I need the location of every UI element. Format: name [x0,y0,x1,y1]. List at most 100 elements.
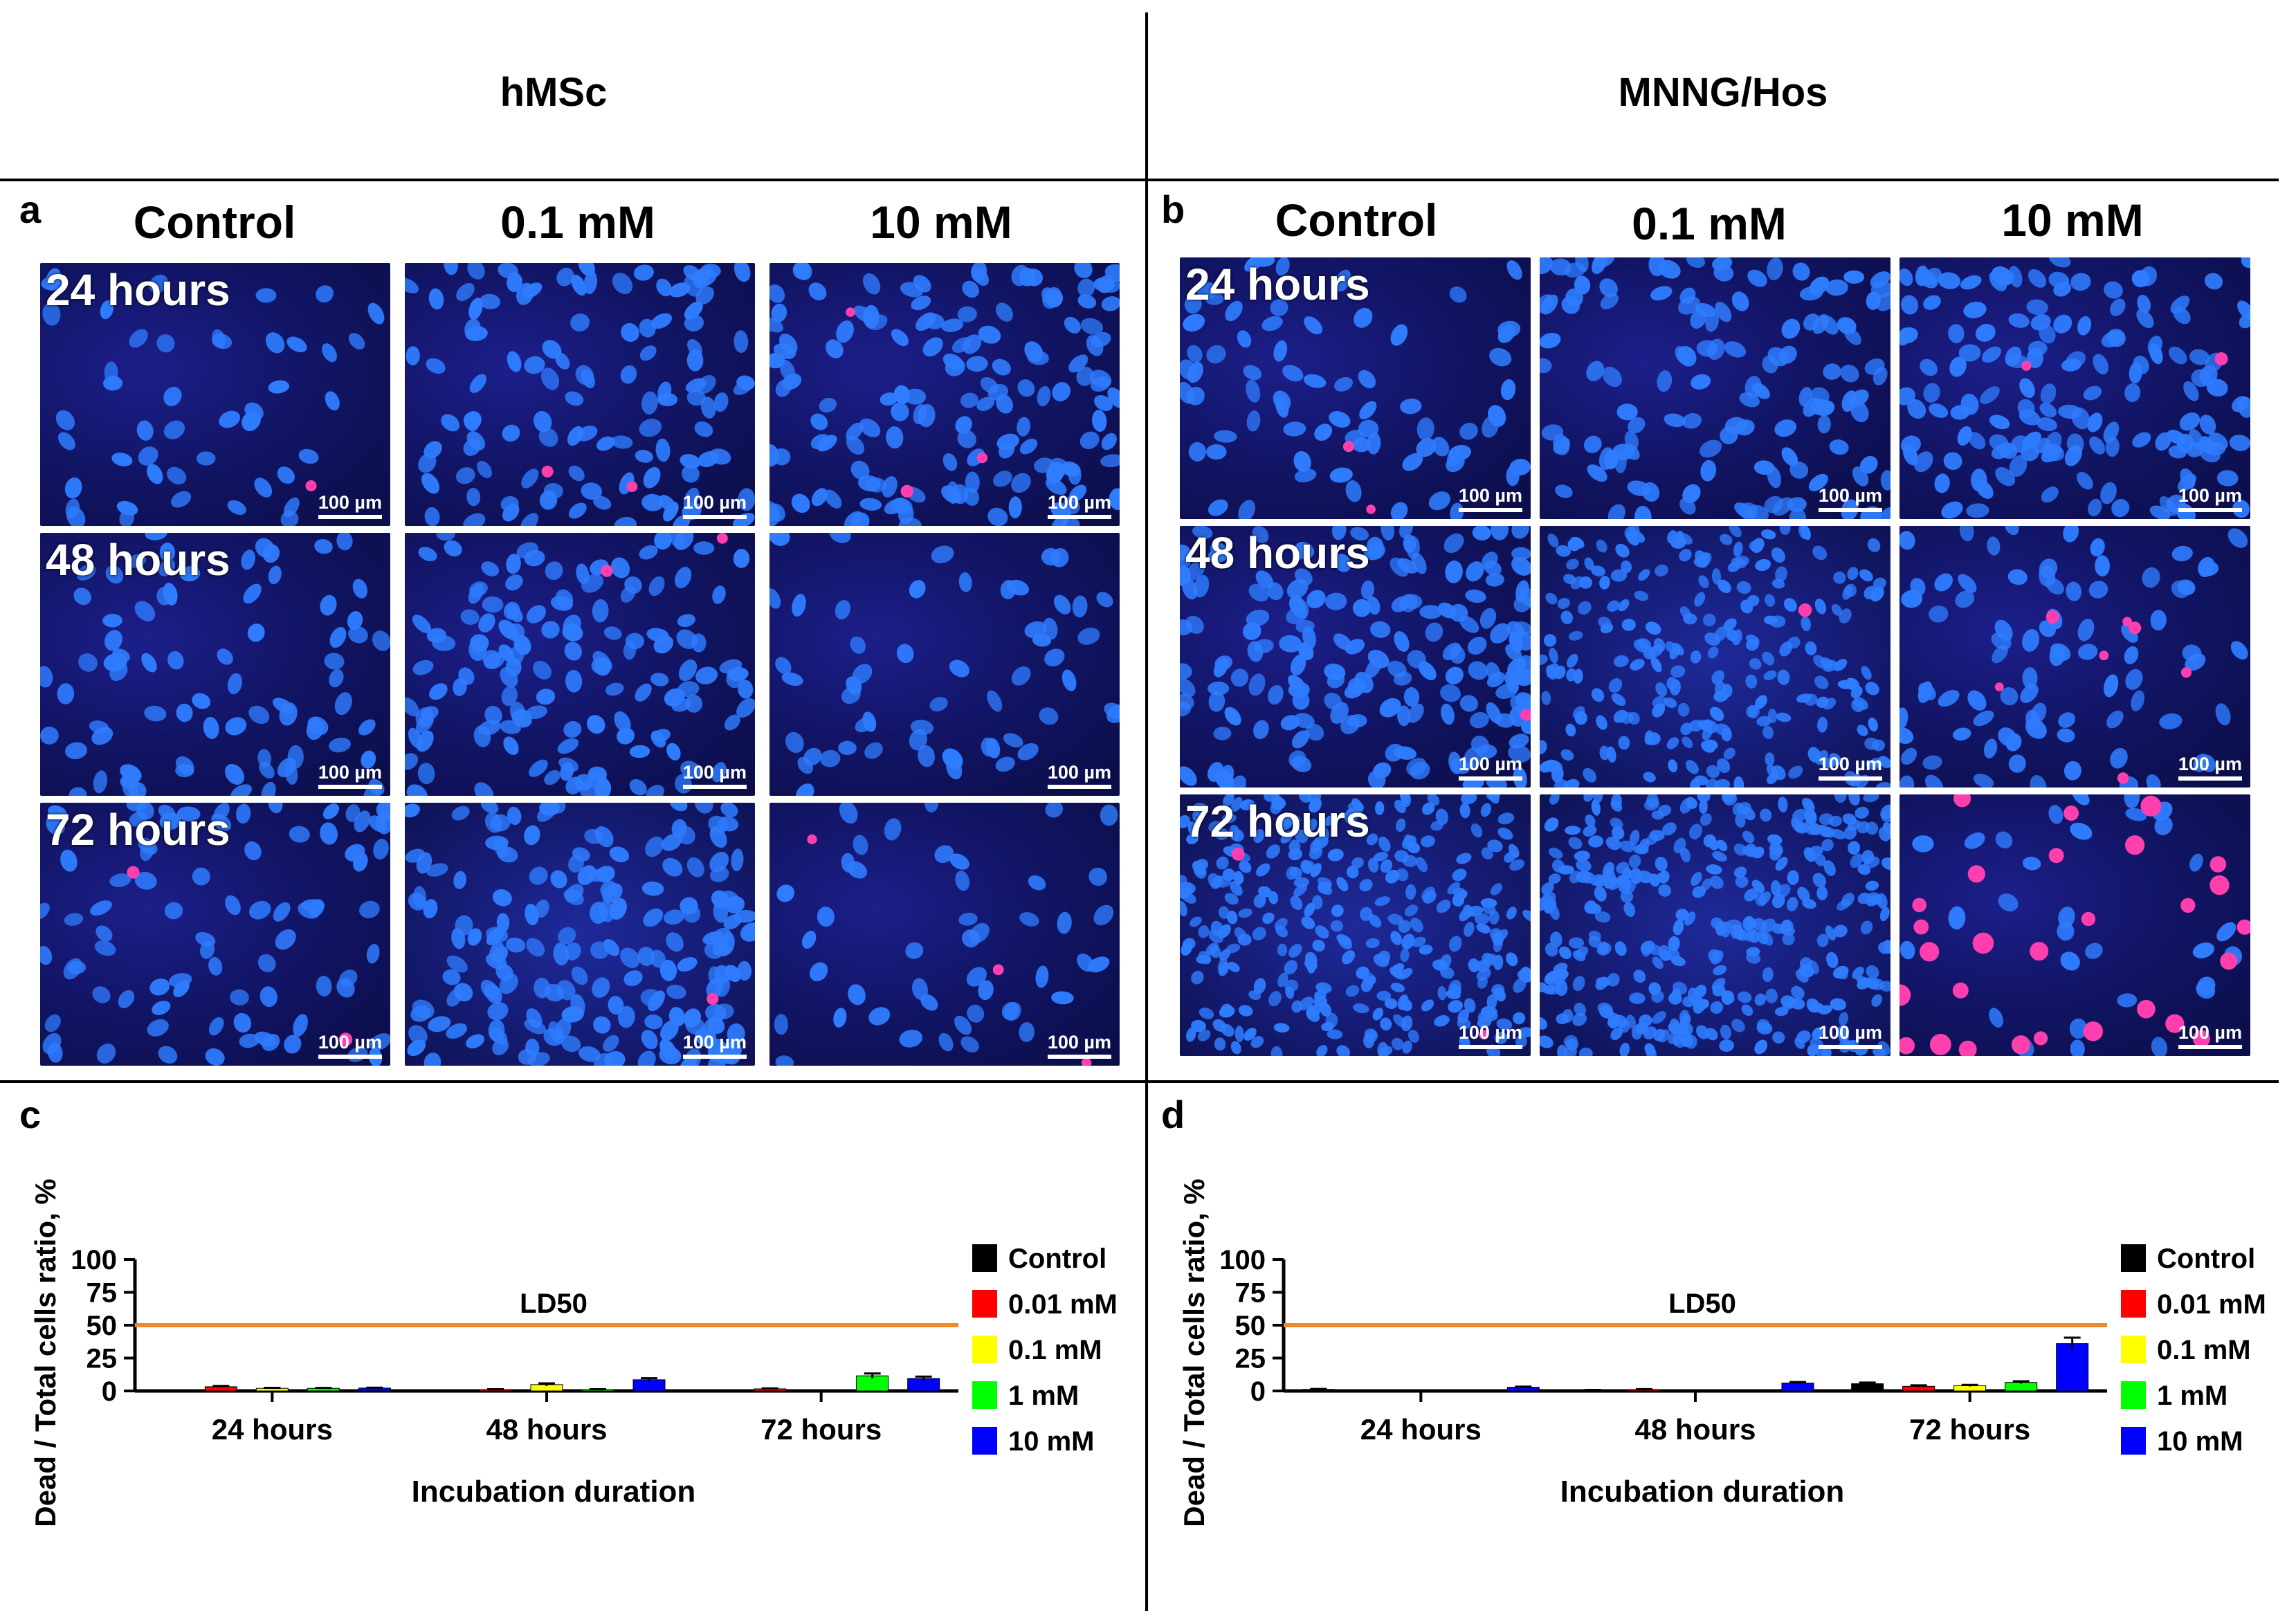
col-head-b-10mm: 10 mM [2001,194,2144,246]
nucleus [1436,900,1451,913]
nucleus [1859,569,1873,582]
nucleus [1832,965,1849,979]
nucleus [268,803,283,814]
nucleus [913,275,931,293]
nucleus [405,753,418,770]
nucleus [1092,410,1107,433]
nucleus [1615,543,1630,558]
nucleus [1857,725,1868,736]
nucleus [644,1014,663,1030]
legend-swatch [972,1427,997,1455]
nucleus [1618,599,1630,612]
nucleus [785,731,804,754]
nucleus [1846,677,1858,691]
nucleus [1291,730,1310,749]
nucleus [1620,890,1634,903]
nucleus [1406,758,1427,776]
nucleus [923,313,945,329]
nucleus [1450,758,1470,774]
header-mnng-hos: MNNG/Hos [1618,70,1828,115]
nucleus [1273,340,1288,362]
nucleus [1746,704,1758,718]
nucleus [1481,847,1493,860]
nucleus [1341,950,1356,965]
nucleus [1761,529,1776,540]
nucleus [484,652,505,670]
nucleus [1653,638,1666,652]
nucleus [981,737,996,757]
nucleus [650,673,669,686]
legend-label: 10 mM [1008,1426,1095,1457]
nucleus [924,803,939,813]
nucleus [1093,904,1114,926]
nucleus [156,586,173,606]
nucleus [1899,940,1915,960]
nucleus [1041,287,1057,306]
nucleus [1691,374,1711,390]
nucleus [1411,936,1426,947]
micro-a-72h-10mm: 100 µm [769,803,1120,1066]
nucleus [1878,826,1890,841]
nucleus [1544,817,1559,832]
nucleus [1378,950,1391,963]
nucleus [859,498,882,511]
nucleus [268,380,290,394]
nucleus [1864,585,1877,600]
nucleus [775,657,792,675]
nucleus [653,635,674,654]
nucleus [605,682,624,696]
nucleus [1569,536,1585,549]
legend-swatch [2121,1244,2146,1272]
nucleus [648,576,665,597]
nucleus [1325,592,1347,610]
bar-10-mm [907,1378,940,1392]
nucleus [829,533,851,543]
nucleus [1705,778,1718,788]
nucleus [1504,851,1516,863]
nucleus [1447,882,1461,895]
dead-cell [846,307,855,317]
dead-cell [2220,952,2238,970]
nucleus [1291,756,1312,772]
dead-cell [2140,795,2162,817]
nucleus [1293,713,1315,729]
nucleus [140,839,155,862]
nucleus [1019,912,1039,927]
nucleus [1396,868,1409,882]
nucleus [1771,579,1785,589]
nucleus [1955,590,1975,608]
nucleus [1628,854,1641,868]
nucleus [501,686,518,707]
nucleus [2057,922,2075,941]
nucleus [1331,904,1344,917]
micro-a-24h-01mm: 100 µm [405,263,755,526]
nucleus [1300,859,1313,875]
nucleus [637,1050,656,1066]
nucleus [1995,831,2013,849]
nucleus [1511,556,1531,576]
nucleus [700,397,716,419]
nucleus [1077,953,1094,972]
nucleus [1512,1012,1526,1025]
nucleus [2216,922,2236,942]
nucleus [1309,798,1322,813]
nucleus [2241,257,2250,269]
micrograph-cells [1540,257,1890,519]
nucleus [1562,1009,1574,1023]
nucleus [565,670,583,693]
nucleus [406,346,420,365]
nucleus [570,313,590,331]
nucleus [624,576,642,594]
nucleus [1253,893,1266,908]
nucleus [502,424,520,442]
nucleus [1883,939,1890,954]
nucleus [1476,923,1491,934]
nucleus [324,653,345,670]
nucleus [345,804,361,822]
nucleus [1385,869,1400,884]
nucleus [960,392,979,408]
legend-swatch [2121,1290,2146,1318]
scale-bar: 100 µm [2178,485,2242,512]
y-tick-label: 100 [1219,1245,1266,1275]
nucleus [1682,736,1693,749]
